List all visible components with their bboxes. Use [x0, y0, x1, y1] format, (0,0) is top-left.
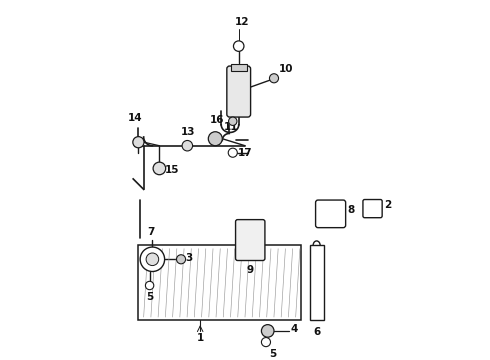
Text: 7: 7 — [147, 226, 154, 237]
Circle shape — [228, 148, 237, 157]
Text: 2: 2 — [384, 200, 391, 210]
Text: 11: 11 — [224, 122, 239, 132]
Circle shape — [270, 74, 278, 83]
Text: 15: 15 — [165, 165, 179, 175]
Text: 4: 4 — [291, 324, 298, 334]
Text: 5: 5 — [146, 292, 153, 302]
Text: 9: 9 — [246, 265, 254, 275]
Text: 16: 16 — [210, 115, 224, 125]
Circle shape — [228, 117, 237, 125]
Text: 14: 14 — [127, 113, 142, 123]
Circle shape — [153, 162, 166, 175]
Text: 10: 10 — [279, 64, 294, 74]
Circle shape — [133, 137, 144, 148]
Text: 6: 6 — [313, 328, 320, 337]
Circle shape — [140, 247, 165, 271]
Bar — [231, 64, 247, 71]
Text: 17: 17 — [238, 148, 253, 158]
Circle shape — [182, 140, 193, 151]
Text: 3: 3 — [185, 252, 192, 262]
Text: 1: 1 — [196, 333, 204, 343]
FancyBboxPatch shape — [363, 199, 382, 218]
Circle shape — [262, 325, 274, 337]
FancyBboxPatch shape — [236, 220, 265, 261]
Bar — [310, 245, 323, 320]
Text: 5: 5 — [270, 349, 277, 359]
Text: 13: 13 — [181, 127, 196, 137]
Circle shape — [146, 281, 154, 290]
Text: 8: 8 — [347, 205, 355, 215]
Circle shape — [176, 255, 186, 264]
Circle shape — [208, 132, 222, 146]
Bar — [138, 245, 301, 320]
FancyBboxPatch shape — [316, 200, 345, 228]
Circle shape — [233, 41, 244, 51]
FancyBboxPatch shape — [227, 66, 250, 117]
Circle shape — [262, 338, 270, 347]
Circle shape — [146, 253, 159, 266]
Text: 12: 12 — [235, 17, 249, 27]
